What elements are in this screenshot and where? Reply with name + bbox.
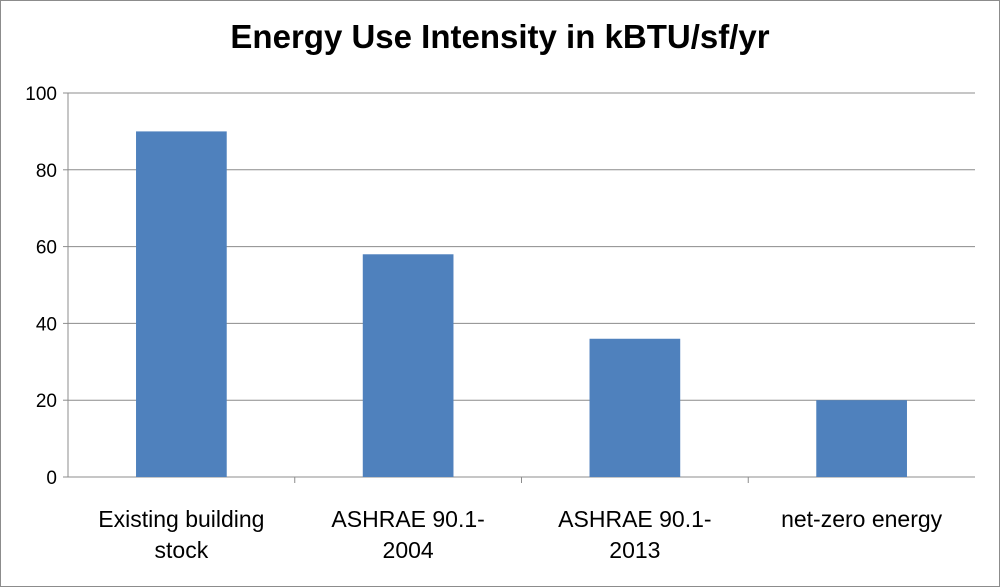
bar: [136, 131, 227, 477]
y-tick-label: 100: [25, 84, 57, 105]
bar: [816, 400, 907, 477]
y-tick-label: 80: [36, 161, 57, 182]
x-tick-label: ASHRAE 90.1-2004: [331, 506, 484, 563]
x-tick-label: Existing building stock: [98, 506, 264, 563]
y-tick-label: 60: [36, 238, 57, 259]
bar: [362, 254, 454, 477]
x-tick-label: ASHRAE 90.1-2013: [558, 506, 711, 563]
y-tick-label: 0: [46, 468, 57, 489]
x-tick-label: net-zero energy: [781, 506, 943, 532]
bar: [589, 338, 681, 477]
y-tick-label: 20: [36, 391, 57, 412]
y-tick-label: 40: [36, 314, 57, 335]
chart-title: Energy Use Intensity in kBTU/sf/yr: [230, 18, 770, 55]
